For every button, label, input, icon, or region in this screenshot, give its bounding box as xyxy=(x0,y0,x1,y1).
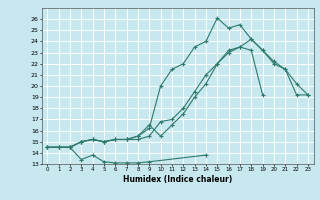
X-axis label: Humidex (Indice chaleur): Humidex (Indice chaleur) xyxy=(123,175,232,184)
